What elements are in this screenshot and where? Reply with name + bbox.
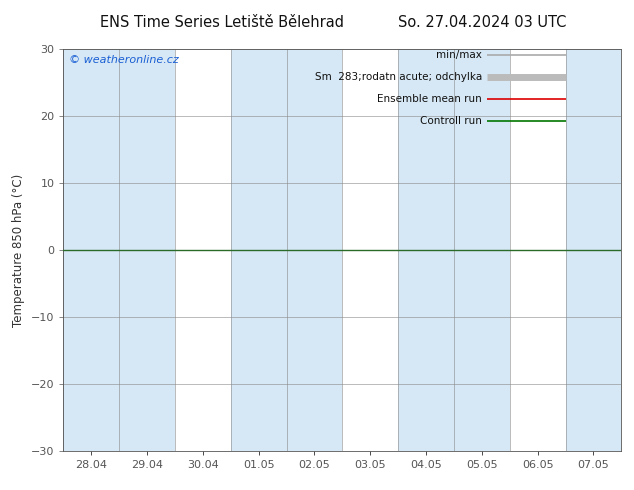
Bar [63, 49, 119, 451]
Text: © weatheronline.cz: © weatheronline.cz [69, 55, 179, 65]
Bar [119, 49, 175, 451]
Text: min/max: min/max [436, 50, 482, 60]
Text: ENS Time Series Letiště Bělehrad: ENS Time Series Letiště Bělehrad [100, 15, 344, 30]
Y-axis label: Temperature 850 hPa (°C): Temperature 850 hPa (°C) [12, 173, 25, 326]
Text: Controll run: Controll run [420, 116, 482, 126]
Bar [454, 49, 510, 451]
Text: Sm  283;rodatn acute; odchylka: Sm 283;rodatn acute; odchylka [314, 72, 482, 82]
Bar [398, 49, 454, 451]
Bar [566, 49, 621, 451]
Text: So. 27.04.2024 03 UTC: So. 27.04.2024 03 UTC [398, 15, 566, 30]
Bar [231, 49, 287, 451]
Bar [287, 49, 342, 451]
Text: Ensemble mean run: Ensemble mean run [377, 94, 482, 104]
